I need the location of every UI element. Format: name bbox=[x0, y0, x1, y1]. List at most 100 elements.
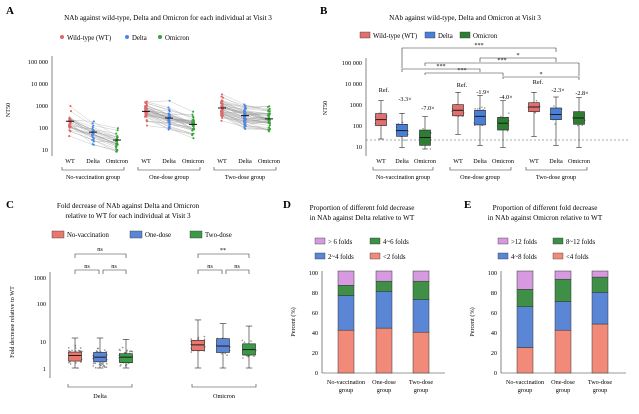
panel-c-significance: ns ns ns ** ns ns bbox=[74, 246, 250, 274]
group-label-b-2: One-dose group bbox=[460, 174, 500, 181]
box-2-wt bbox=[452, 92, 464, 135]
data-point bbox=[244, 106, 247, 109]
ytick-d-4: 20 bbox=[312, 350, 318, 357]
panel-a-ylabel: NT50 bbox=[5, 103, 12, 117]
group-label-b-3: Two-dose group bbox=[536, 174, 576, 181]
box-2-delta bbox=[474, 95, 486, 146]
ytick-a-0: 100 000 bbox=[28, 59, 48, 66]
data-point bbox=[268, 128, 271, 131]
data-point bbox=[203, 335, 206, 338]
bar-segment bbox=[591, 276, 609, 293]
data-point bbox=[121, 346, 124, 349]
panel-e-yticks: 100 80 60 40 20 0 bbox=[488, 270, 497, 377]
xtick-d-0-line1: No-vaccination bbox=[327, 379, 365, 386]
data-point bbox=[267, 108, 270, 111]
group-bracket-c-2 bbox=[191, 384, 257, 388]
group-label-b-1: No-vaccination group bbox=[376, 174, 430, 181]
data-point bbox=[192, 127, 195, 130]
data-point bbox=[115, 148, 118, 151]
data-point bbox=[91, 135, 94, 138]
data-point bbox=[115, 150, 118, 153]
ytick-e-3: 40 bbox=[491, 330, 497, 337]
data-point bbox=[79, 347, 82, 349]
data-point bbox=[192, 124, 195, 127]
panel-e-legend: >12 folds 8~12 folds 4~8 folds <4 folds bbox=[497, 237, 596, 261]
ref-label-b-3: Ref. bbox=[533, 79, 544, 86]
data-point bbox=[220, 119, 223, 122]
sig-mark-b-2: *** bbox=[474, 42, 483, 49]
box-omicron-3 bbox=[242, 325, 256, 369]
sig-bracket-c-5 bbox=[197, 269, 223, 274]
data-point bbox=[220, 95, 223, 98]
sig-bracket-b-1 bbox=[401, 68, 481, 72]
panel-a-plot bbox=[66, 93, 273, 153]
bar-segment bbox=[412, 331, 430, 374]
data-point bbox=[69, 110, 73, 113]
data-point bbox=[106, 363, 108, 365]
legend-label-b-wt: Wild-type (WT) bbox=[373, 33, 417, 40]
legend-swatch-c-twodose bbox=[189, 230, 203, 239]
data-point bbox=[68, 117, 71, 120]
legend-label-b-delta: Delta bbox=[438, 33, 453, 40]
panel-a-group-1 bbox=[66, 105, 121, 153]
panel-e-plot bbox=[516, 270, 609, 374]
panel-a-group-brackets: No-vaccination group One-dose group Two-… bbox=[61, 167, 277, 181]
sig-bracket-c-4 bbox=[197, 253, 250, 258]
data-point bbox=[91, 122, 94, 125]
legend-label-e-0: >12 folds bbox=[511, 239, 537, 246]
data-point bbox=[190, 351, 193, 353]
data-point bbox=[500, 115, 502, 118]
data-point bbox=[508, 112, 510, 114]
legend-label-d-3: <2 folds bbox=[383, 254, 406, 261]
data-point bbox=[221, 103, 224, 106]
data-point bbox=[267, 121, 270, 124]
panel-c-group-brackets: Delta Omicron bbox=[67, 384, 257, 400]
data-point bbox=[91, 133, 94, 136]
panel-a-legend: Wild-type (WT) Delta Omicron bbox=[60, 35, 190, 42]
sig-mark-c-6: ns bbox=[234, 263, 240, 270]
xtick-e-2-line1: Two-dose bbox=[588, 379, 613, 386]
data-point bbox=[581, 124, 583, 127]
data-point bbox=[268, 124, 272, 127]
panel-e: E Proportion of different fold decrease … bbox=[464, 199, 626, 394]
data-point bbox=[105, 366, 108, 369]
data-point bbox=[168, 126, 171, 130]
data-point bbox=[100, 364, 102, 367]
data-point bbox=[145, 105, 148, 108]
data-point bbox=[476, 108, 479, 110]
data-point bbox=[145, 107, 148, 110]
data-point bbox=[68, 361, 70, 364]
data-point bbox=[167, 106, 170, 109]
legend-label-omicron: Omicron bbox=[165, 35, 190, 42]
data-point bbox=[191, 129, 194, 132]
bar-segment bbox=[591, 323, 609, 374]
data-point bbox=[226, 354, 228, 357]
data-point bbox=[243, 126, 246, 130]
legend-label-e-3: <4 folds bbox=[566, 254, 589, 261]
data-point bbox=[102, 365, 104, 368]
panel-d-title-line1: Proportion of different fold decrease bbox=[310, 204, 415, 212]
data-point bbox=[474, 107, 476, 110]
group-bracket-c-1 bbox=[67, 384, 133, 388]
panel-a-yticks: 100 000 10 000 1000 100 10 bbox=[28, 59, 48, 154]
data-point bbox=[94, 362, 96, 365]
box-iqr bbox=[550, 107, 562, 120]
data-point bbox=[102, 364, 105, 366]
ytick-d-2: 60 bbox=[312, 310, 318, 317]
data-point bbox=[92, 120, 95, 123]
data-point bbox=[167, 128, 170, 131]
xtick-d-0-line2: group bbox=[339, 387, 353, 394]
legend-label-e-2: 4~8 folds bbox=[511, 254, 537, 261]
ytick-e-5: 0 bbox=[494, 370, 497, 377]
data-point bbox=[71, 349, 73, 352]
panel-b-group-brackets: No-vaccination group One-dose group Two-… bbox=[372, 167, 588, 181]
bar-segment bbox=[375, 270, 393, 282]
panel-e-label: E bbox=[464, 199, 471, 211]
data-point bbox=[481, 106, 483, 108]
data-point bbox=[69, 105, 72, 108]
panel-c-yticks: 1000 100 10 1 bbox=[34, 275, 46, 373]
group-bracket-a-2 bbox=[137, 167, 201, 171]
legend-swatch-b-wt bbox=[359, 31, 371, 39]
box-1-omicron bbox=[419, 116, 431, 150]
bar-segment bbox=[554, 301, 572, 331]
